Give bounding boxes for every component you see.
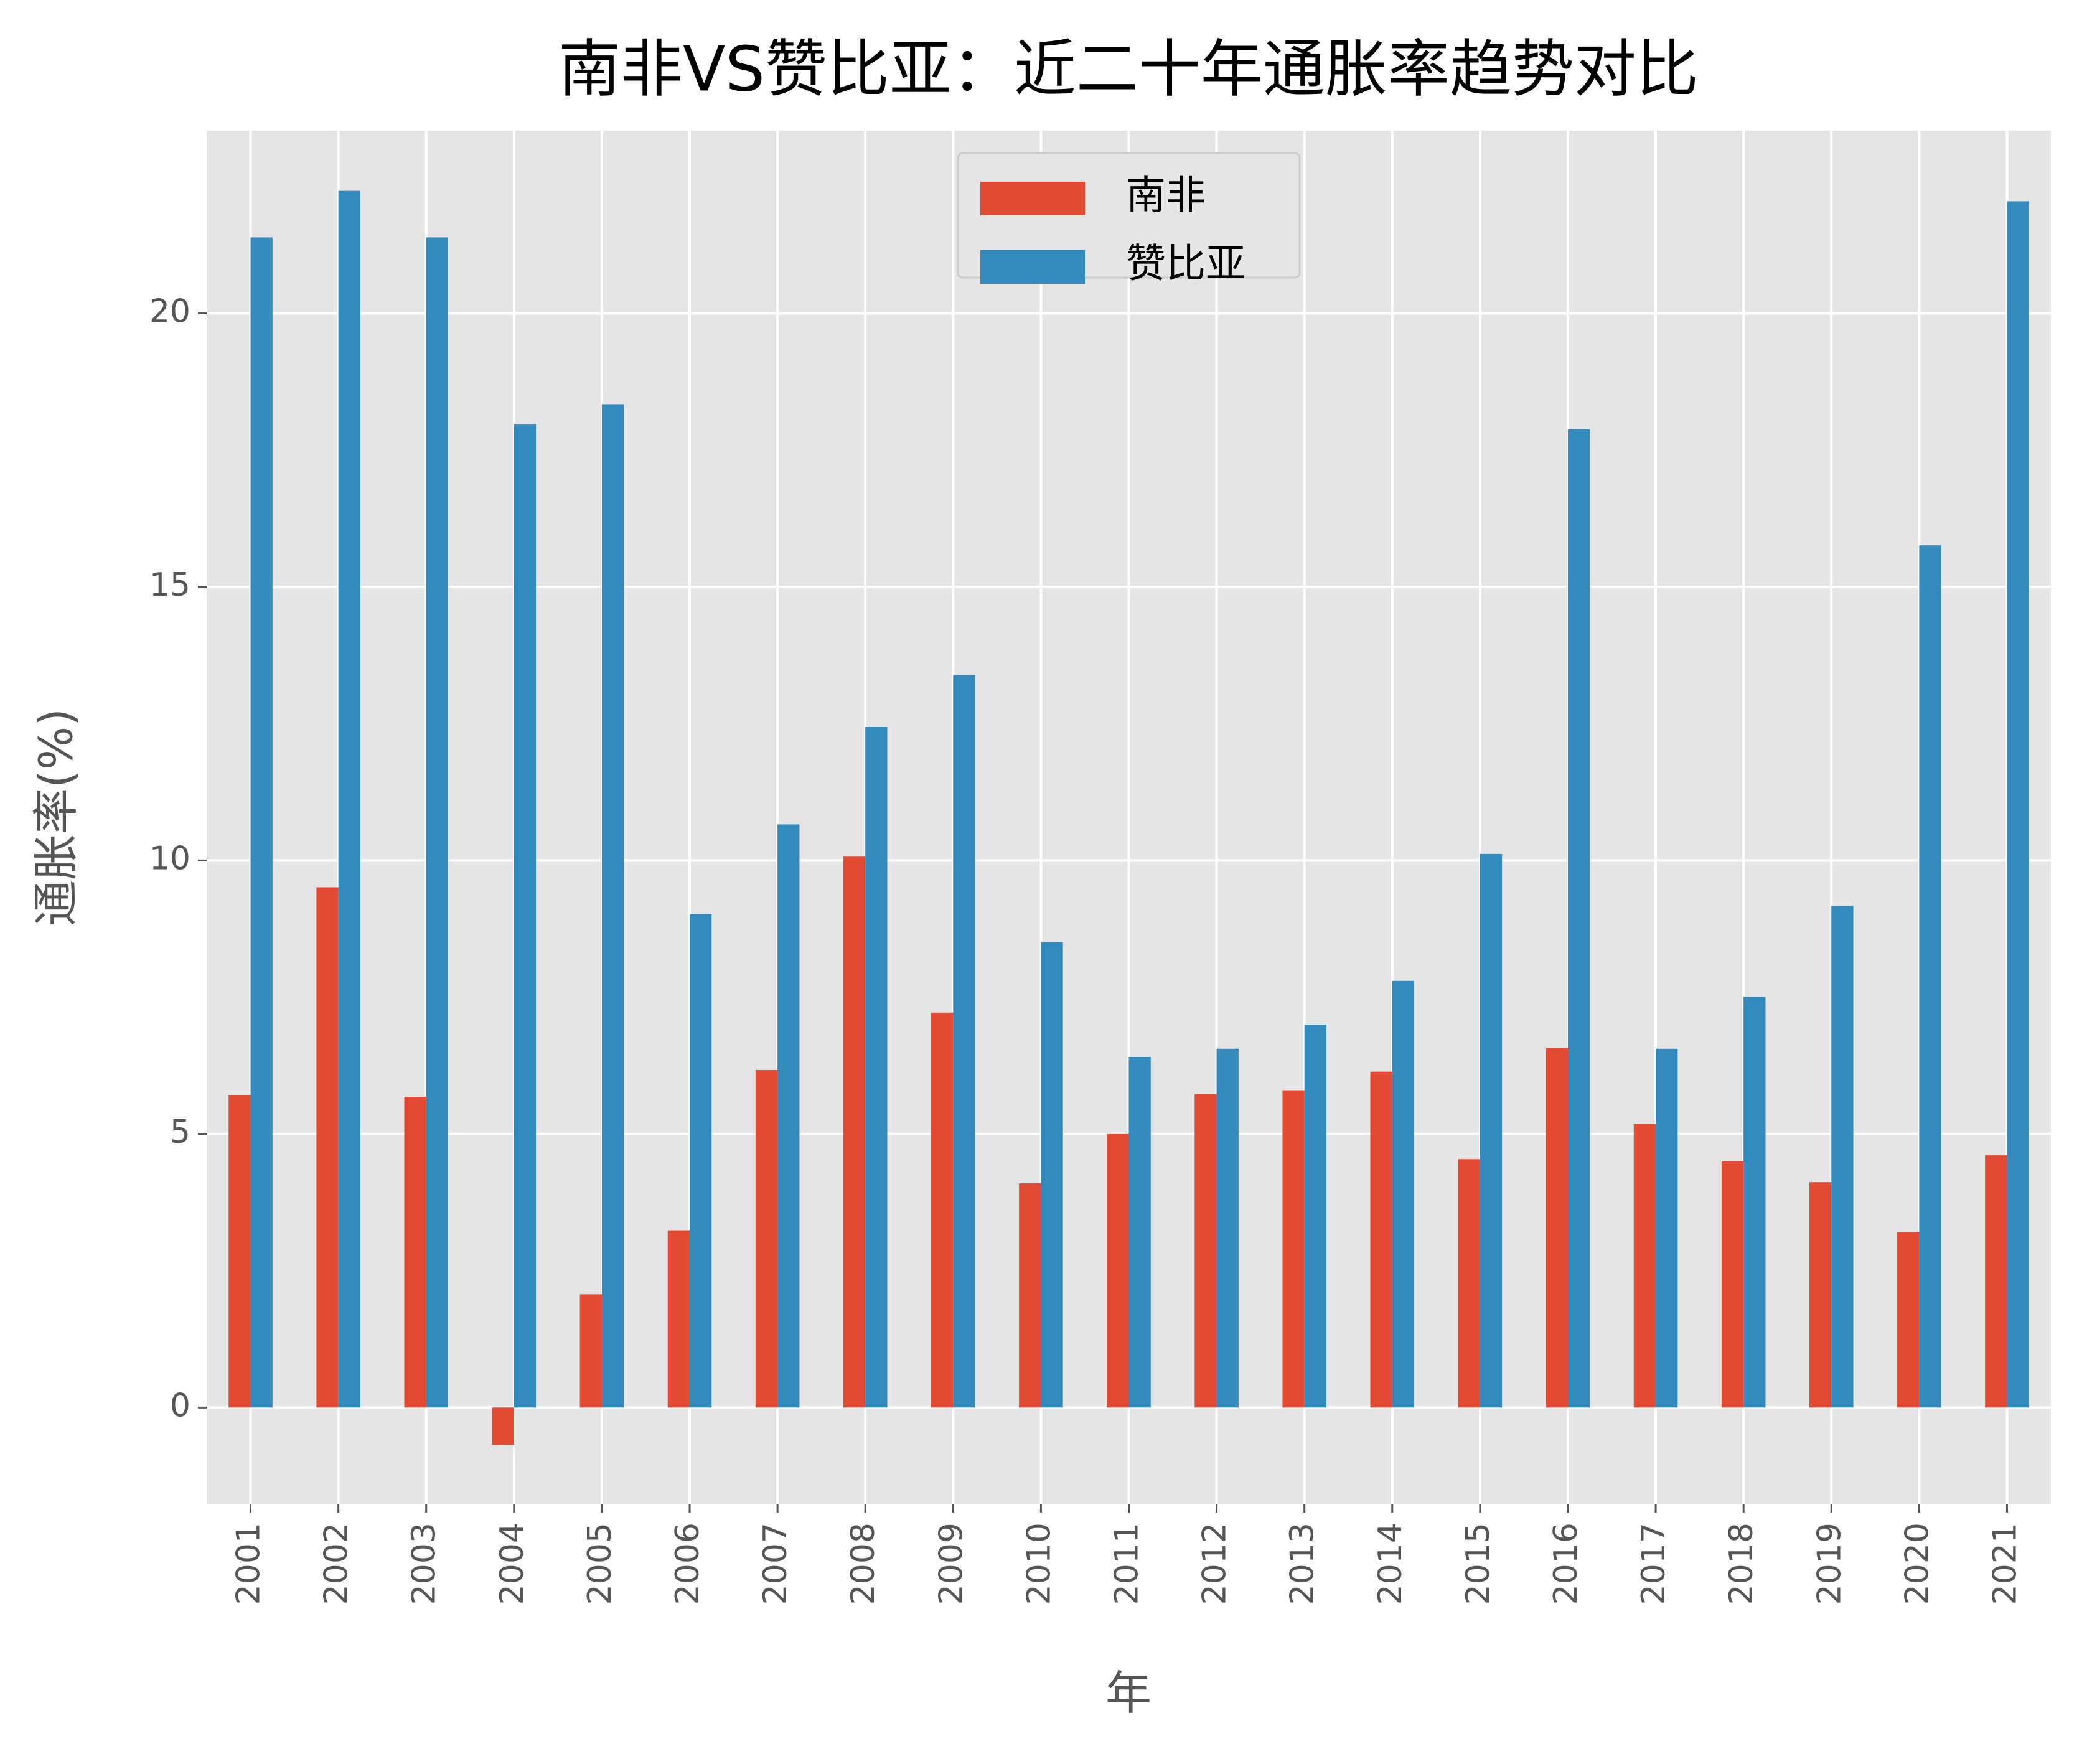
bar: [690, 914, 712, 1408]
x-tick-label: 2011: [1109, 1522, 1146, 1605]
x-tick-label: 2010: [1020, 1522, 1058, 1605]
bar: [514, 424, 537, 1408]
x-tick-label: 2014: [1372, 1522, 1409, 1605]
x-tick-label: 2012: [1196, 1522, 1234, 1605]
x-axis-label: 年: [1105, 1667, 1152, 1720]
bar: [1019, 1183, 1041, 1408]
bar: [1985, 1155, 2007, 1408]
bar: [492, 1407, 514, 1445]
bar: [1107, 1133, 1129, 1408]
legend-swatch: [980, 182, 1085, 215]
bar: [1480, 853, 1503, 1408]
bar: [1194, 1094, 1217, 1408]
legend-label: 赞比亚: [1126, 242, 1245, 288]
x-tick-label: 2005: [581, 1522, 619, 1605]
y-tick-label: 15: [149, 566, 190, 604]
y-tick-label: 10: [149, 840, 190, 877]
bar: [404, 1097, 426, 1408]
bar: [1633, 1124, 1656, 1408]
x-tick-label: 2009: [932, 1522, 970, 1605]
legend-swatch: [980, 250, 1085, 284]
x-tick-label: 2006: [669, 1522, 706, 1605]
bar: [1809, 1182, 1832, 1408]
bar: [755, 1070, 778, 1408]
x-tick-label: 2013: [1284, 1522, 1321, 1605]
y-tick-label: 20: [149, 293, 190, 331]
bar: [1458, 1159, 1480, 1408]
x-tick-label: 2008: [845, 1522, 882, 1605]
y-axis-label: 通胀率(%): [30, 708, 83, 926]
bar: [1721, 1161, 1744, 1408]
bar: [1546, 1048, 1568, 1408]
bar: [579, 1294, 602, 1408]
bar: [601, 404, 624, 1408]
bar: [1041, 942, 1063, 1408]
bar: [1831, 906, 1854, 1408]
bar: [1392, 980, 1415, 1408]
bar: [1216, 1048, 1239, 1408]
x-tick-label: 2018: [1723, 1522, 1760, 1605]
bar: [667, 1230, 690, 1408]
legend-label: 南非: [1126, 173, 1206, 219]
bar: [316, 887, 339, 1408]
bar: [1282, 1090, 1305, 1408]
y-tick-label: 5: [170, 1114, 190, 1151]
x-tick-label: 2004: [494, 1522, 531, 1605]
bar: [843, 856, 866, 1408]
bar: [338, 190, 360, 1408]
bar: [777, 824, 800, 1408]
bar: [865, 726, 888, 1408]
x-tick-label: 2002: [318, 1522, 355, 1605]
x-tick-label: 2020: [1898, 1522, 1936, 1605]
x-tick-label: 2021: [1986, 1522, 2024, 1605]
bar: [426, 237, 449, 1408]
y-tick-label: 0: [170, 1387, 190, 1424]
x-tick-label: 2001: [230, 1522, 268, 1605]
x-tick-label: 2015: [1460, 1522, 1497, 1605]
bar: [1897, 1232, 1920, 1408]
x-tick-label: 2003: [406, 1522, 443, 1605]
x-tick-label: 2016: [1547, 1522, 1585, 1605]
bar: [1567, 429, 1590, 1408]
bar: [1128, 1056, 1151, 1408]
bar: [931, 1012, 954, 1408]
x-tick-label: 2019: [1811, 1522, 1848, 1605]
bar: [1370, 1071, 1392, 1408]
bar: [1919, 545, 1941, 1408]
bar: [953, 675, 975, 1408]
bar: [228, 1095, 251, 1408]
x-tick-label: 2007: [757, 1522, 794, 1605]
bar: [1656, 1048, 1678, 1408]
bar: [250, 237, 273, 1408]
bar: [1743, 997, 1766, 1408]
chart-title: 南非VS赞比亚：近二十年通胀率趋势对比: [558, 32, 1699, 105]
bar: [2007, 201, 2029, 1408]
bar: [1304, 1025, 1326, 1408]
x-tick-label: 2017: [1635, 1522, 1672, 1605]
